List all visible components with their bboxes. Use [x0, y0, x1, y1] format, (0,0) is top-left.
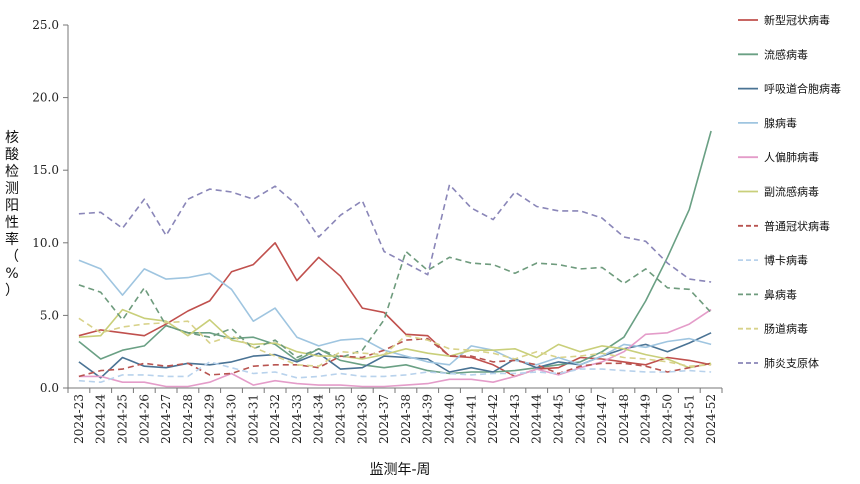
legend-label-10: 肺炎支原体: [764, 356, 819, 370]
series-line-5: [78, 308, 712, 369]
legend-label-7: 博卡病毒: [764, 253, 808, 267]
x-tick-label: 2024-42: [486, 394, 500, 444]
legend-label-5: 副流感病毒: [764, 185, 819, 199]
x-tick-label: 2024-50: [661, 394, 675, 444]
legend: 新型冠状病毒流感病毒呼吸道合胞病毒腺病毒人偏肺病毒副流感病毒普通冠状病毒博卡病毒…: [738, 13, 841, 370]
x-tick-label: 2024-51: [682, 394, 696, 444]
x-tick-label: 2024-23: [72, 394, 86, 444]
x-tick-label: 2024-52: [704, 394, 718, 444]
x-tick-label: 2024-47: [595, 394, 609, 444]
series-line-4: [78, 308, 712, 388]
y-tick-label: 5.0: [40, 308, 59, 322]
x-tick-label: 2024-35: [334, 394, 348, 444]
legend-label-4: 人偏肺病毒: [764, 150, 819, 164]
x-tick-label: 2024-29: [203, 394, 217, 444]
legend-label-9: 肠道病毒: [764, 322, 808, 336]
x-tick-label: 2024-48: [617, 394, 631, 444]
legend-label-8: 鼻病毒: [764, 287, 797, 301]
x-tick-label: 2024-26: [137, 394, 151, 444]
legend-label-2: 呼吸道合胞病毒: [764, 82, 841, 96]
legend-label-6: 普通冠状病毒: [764, 219, 830, 233]
x-tick-label: 2024-25: [116, 394, 130, 444]
x-tick-label: 2024-30: [225, 394, 239, 444]
x-tick-label: 2024-43: [508, 394, 522, 444]
x-tick-label: 2024-28: [181, 394, 195, 444]
plot-lines: [78, 130, 712, 388]
x-axis-title: 监测年-周: [369, 462, 430, 478]
series-line-3: [78, 259, 712, 366]
series-line-9: [78, 317, 712, 368]
x-tick-label: 2024-40: [443, 394, 457, 444]
x-tick-label: 2024-31: [246, 394, 260, 444]
series-line-10: [78, 183, 712, 283]
y-tick-label: 20.0: [32, 91, 59, 105]
y-axis-title: 核酸检测阳性率（%）: [5, 130, 19, 299]
x-tick-label: 2024-33: [290, 394, 304, 444]
y-tick-label: 25.0: [32, 18, 59, 32]
x-tick-label: 2024-27: [159, 394, 173, 444]
x-tick-label: 2024-32: [268, 394, 282, 444]
y-tick-label: 10.0: [32, 236, 59, 250]
x-tick-label: 2024-24: [94, 394, 108, 444]
legend-label-3: 腺病毒: [764, 116, 797, 130]
series-line-6: [78, 337, 712, 378]
y-tick-label: 15.0: [32, 163, 59, 177]
x-tick-label: 2024-39: [421, 394, 435, 444]
y-tick-label: 0.0: [40, 381, 59, 395]
x-tick-label: 2024-34: [312, 394, 326, 444]
x-tick-label: 2024-41: [464, 394, 478, 444]
x-tick-label: 2024-45: [552, 394, 566, 444]
x-tick-label: 2024-37: [377, 394, 391, 444]
x-tick-label: 2024-36: [355, 394, 369, 444]
x-tick-label: 2024-46: [573, 394, 587, 444]
series-line-8: [78, 250, 712, 359]
legend-label-1: 流感病毒: [764, 47, 808, 61]
legend-label-0: 新型冠状病毒: [764, 13, 830, 27]
axes: 0.0 5.0 10.0 15.0 20.0 25.0 2024-23 2024-24 2024…: [5, 18, 723, 444]
series-line-7: [78, 361, 712, 384]
x-tick-label: 2024-38: [399, 394, 413, 444]
x-tick-label: 2024-49: [639, 394, 653, 444]
series-line-1: [78, 130, 712, 375]
x-tick-label: 2024-44: [530, 394, 544, 444]
